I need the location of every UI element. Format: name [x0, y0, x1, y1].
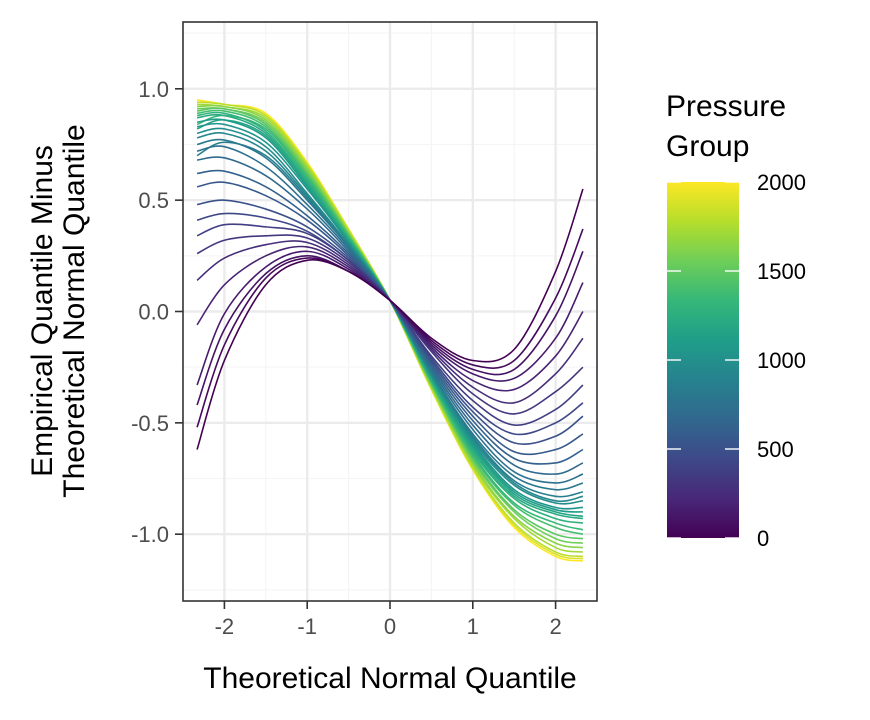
legend-ticks: 0 500 1000 1500 2000	[667, 170, 806, 551]
legend-title-line-2: Group	[666, 130, 749, 163]
x-axis-title: Theoretical Normal Quantile	[203, 662, 577, 695]
grid	[183, 22, 597, 601]
y-tick-label: 0.5	[138, 188, 169, 213]
x-tick-label: 1	[467, 614, 479, 639]
colorbar-label: 2000	[757, 170, 806, 195]
x-tick-label: 0	[384, 614, 396, 639]
series-line-0	[196, 188, 584, 450]
x-tick-label: -2	[215, 614, 235, 639]
legend-title-line-1: Pressure	[666, 90, 786, 123]
y-axis-title-line-1: Empirical Quantile Minus	[26, 145, 59, 477]
colorbar-label: 0	[757, 526, 769, 551]
x-tick-label: -1	[297, 614, 317, 639]
colorbar-label: 1000	[757, 348, 806, 373]
y-tick-label: -1.0	[131, 522, 169, 547]
colorbar-label: 1500	[757, 259, 806, 284]
x-tick-label: 2	[549, 614, 561, 639]
y-axis-title: Empirical Quantile Minus Theoretical Nor…	[26, 124, 91, 498]
y-axis-title-line-2: Theoretical Normal Quantile	[58, 124, 91, 498]
x-axis: -2 -1 0 1 2	[215, 601, 562, 639]
colorbar-label: 500	[757, 437, 794, 462]
y-tick-label: -0.5	[131, 411, 169, 436]
legend: Pressure Group 0 500 1000 1500 2000	[666, 90, 806, 551]
series-lines	[196, 99, 584, 562]
y-tick-label: 0.0	[138, 300, 169, 325]
y-axis: -1.0 -0.5 0.0 0.5 1.0	[131, 77, 183, 547]
y-tick-label: 1.0	[138, 77, 169, 102]
